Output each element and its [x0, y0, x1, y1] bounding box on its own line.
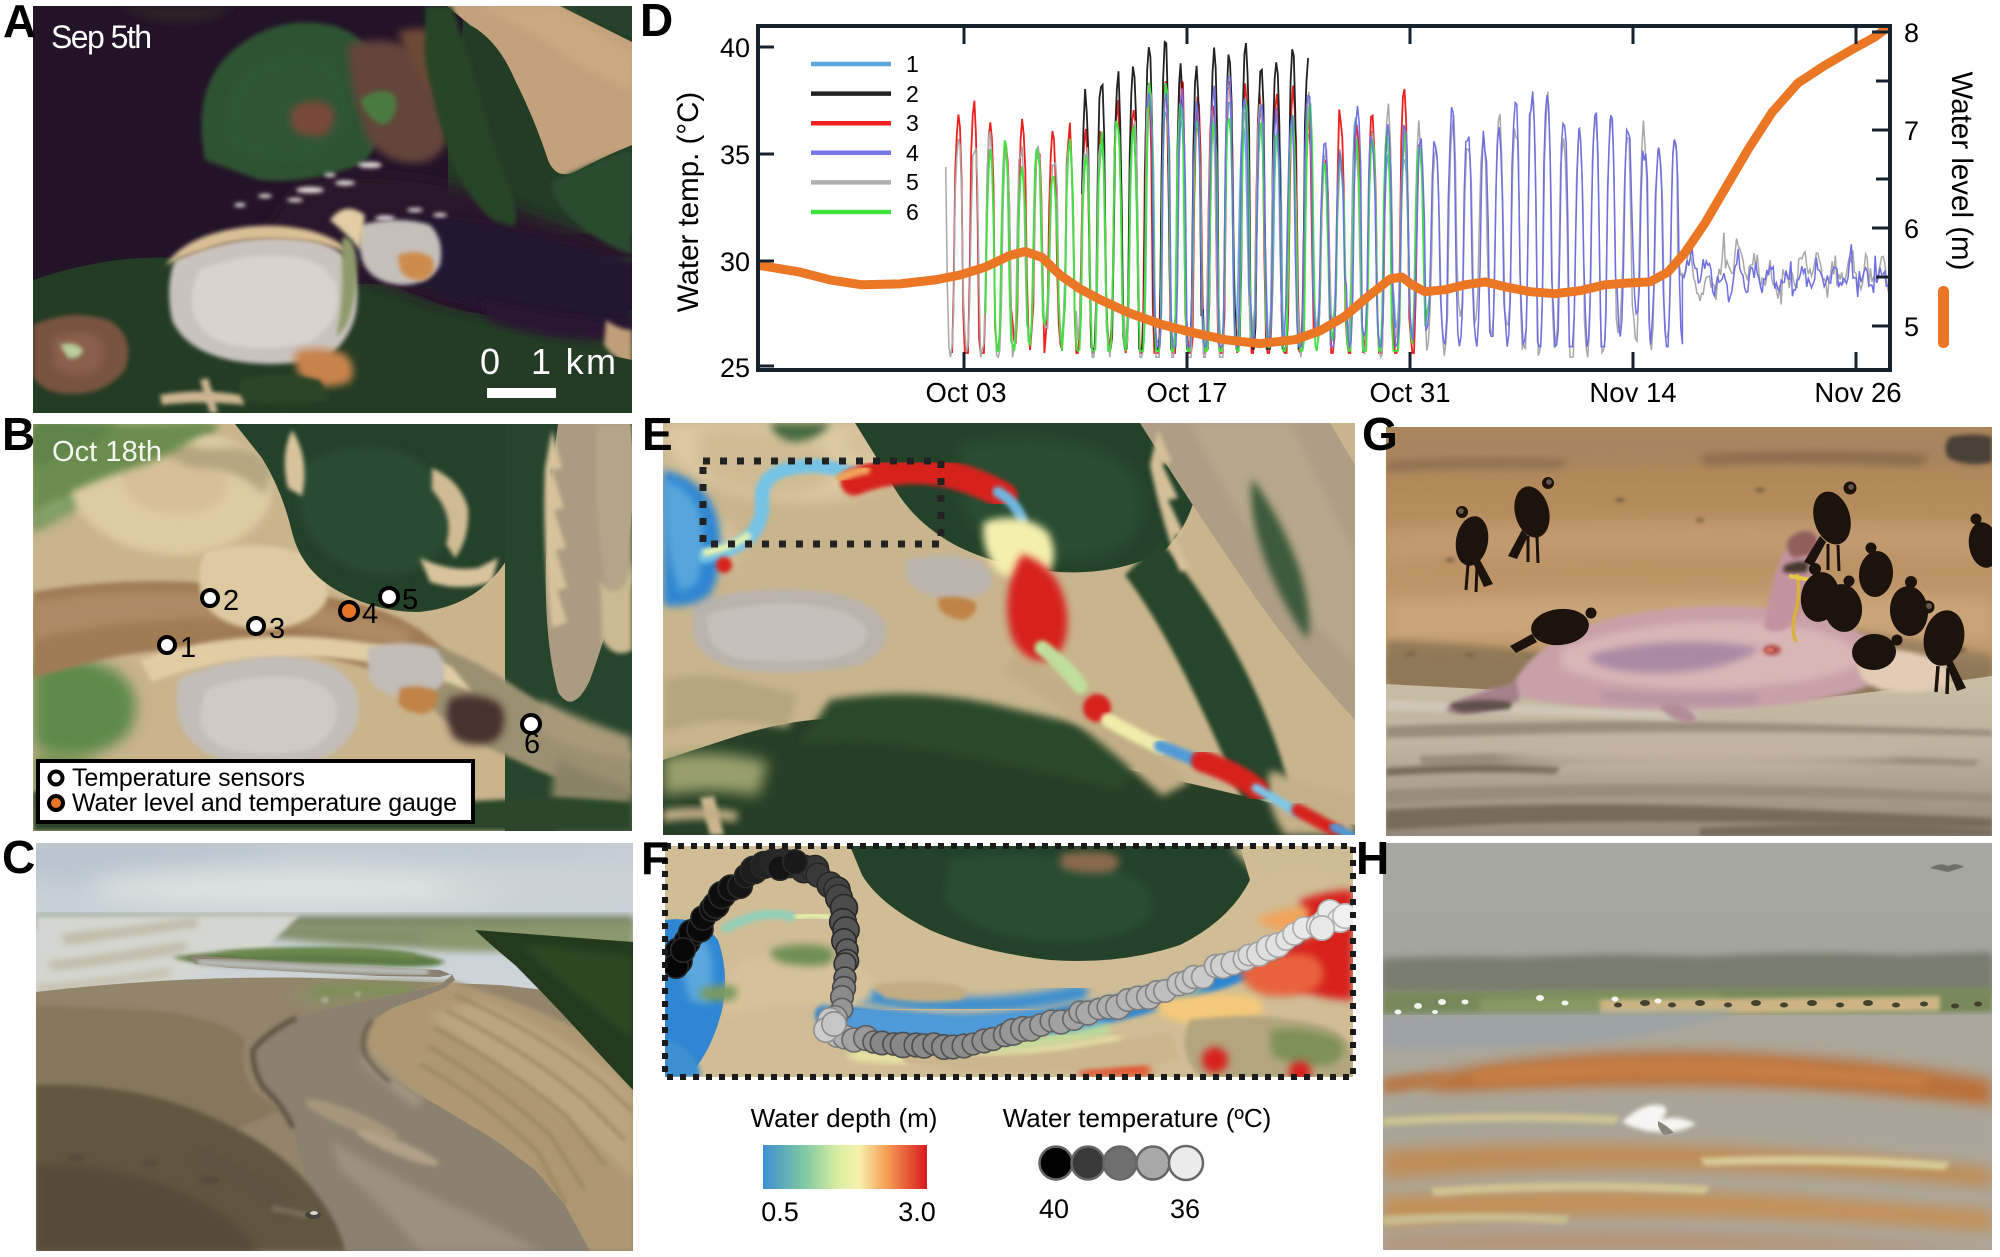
svg-text:G: G: [1362, 408, 1398, 460]
svg-text:0: 0: [480, 341, 500, 382]
svg-text:B: B: [2, 408, 35, 460]
svg-text:6: 6: [906, 199, 919, 225]
svg-text:2: 2: [906, 81, 919, 107]
svg-text:2: 2: [223, 585, 239, 617]
svg-text:0.5: 0.5: [761, 1197, 799, 1227]
svg-text:4: 4: [362, 598, 378, 630]
svg-text:4: 4: [906, 140, 919, 166]
svg-text:Sep 5th: Sep 5th: [51, 19, 152, 55]
svg-text:Nov 26: Nov 26: [1814, 377, 1901, 408]
svg-text:Water level (m): Water level (m): [1945, 72, 1978, 271]
svg-text:40: 40: [720, 33, 750, 63]
svg-text:Oct 31: Oct 31: [1369, 377, 1450, 408]
svg-text:6: 6: [1904, 214, 1919, 244]
svg-text:A: A: [3, 0, 36, 47]
svg-text:Oct 03: Oct 03: [925, 377, 1006, 408]
svg-text:30: 30: [720, 247, 750, 277]
svg-text:3: 3: [269, 613, 285, 645]
svg-text:8: 8: [1904, 18, 1919, 48]
svg-text:E: E: [642, 408, 673, 460]
svg-text:H: H: [1356, 832, 1389, 884]
svg-text:5: 5: [1904, 312, 1919, 342]
svg-text:Temperature sensors: Temperature sensors: [72, 764, 305, 792]
svg-text:1 km: 1 km: [531, 341, 616, 382]
svg-text:6: 6: [524, 728, 540, 760]
svg-text:7: 7: [1904, 116, 1919, 146]
svg-text:Oct 17: Oct 17: [1146, 377, 1227, 408]
svg-text:35: 35: [720, 140, 750, 170]
svg-text:3: 3: [906, 110, 919, 136]
svg-text:36: 36: [1170, 1194, 1200, 1224]
svg-text:1: 1: [180, 632, 196, 664]
svg-text:Water level and temperature ga: Water level and temperature gauge: [72, 789, 457, 817]
svg-text:25: 25: [720, 353, 750, 383]
svg-text:D: D: [640, 0, 673, 46]
svg-text:Oct 18th: Oct 18th: [52, 436, 162, 468]
svg-text:5: 5: [906, 169, 919, 195]
svg-text:1: 1: [906, 51, 919, 77]
svg-text:C: C: [2, 831, 35, 883]
svg-text:Water temperature (ºC): Water temperature (ºC): [1003, 1103, 1272, 1133]
svg-text:5: 5: [402, 584, 418, 616]
svg-text:F: F: [641, 832, 669, 884]
svg-text:Water depth (m): Water depth (m): [751, 1103, 938, 1133]
svg-text:Water temp. (°C): Water temp. (°C): [672, 92, 705, 313]
svg-text:Nov 14: Nov 14: [1589, 377, 1676, 408]
svg-text:40: 40: [1039, 1194, 1069, 1224]
svg-text:3.0: 3.0: [898, 1197, 936, 1227]
